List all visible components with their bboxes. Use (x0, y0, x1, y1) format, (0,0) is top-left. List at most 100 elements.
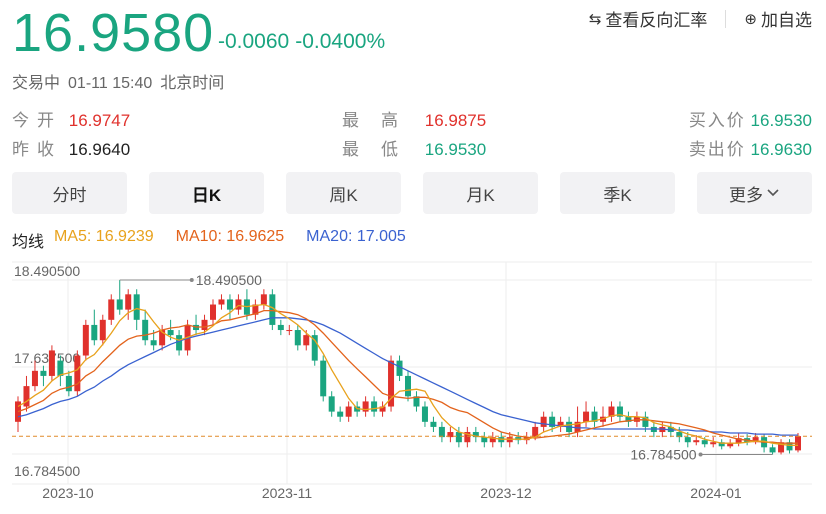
candle-body (82, 324, 89, 356)
candle-body (320, 360, 327, 397)
buy-label: 买入价 (688, 111, 746, 130)
candle-body (396, 360, 403, 376)
candles (15, 280, 801, 455)
candle-body (769, 447, 776, 453)
candle (405, 370, 411, 402)
tab-daily-k[interactable]: 日K (149, 172, 264, 214)
candle-body (778, 442, 785, 453)
candle (455, 426, 462, 448)
prev-close-label: 昨收 (12, 140, 62, 159)
reverse-rate-button[interactable]: ⇆ 查看反向汇率 (589, 6, 708, 31)
candle-body (277, 324, 284, 331)
candle-body (48, 350, 55, 376)
candle (438, 421, 445, 443)
candle-body (464, 432, 471, 443)
min-annotation-dot (698, 452, 703, 457)
candle-body (23, 386, 30, 407)
x-tick-label: 2023-10 (42, 485, 94, 501)
candle (142, 309, 149, 346)
candle (769, 444, 776, 455)
prev-close-row: 昨收 16.9640 (12, 135, 130, 160)
candle-body (583, 411, 590, 422)
ma5-line (17, 303, 798, 446)
candle (82, 319, 89, 361)
tab-intraday[interactable]: 分时 (12, 172, 127, 214)
candle-body (727, 443, 734, 447)
candle (320, 355, 327, 402)
candle-body (294, 330, 301, 346)
candle (625, 411, 632, 427)
header-actions: ⇆ 查看反向汇率 ⊕ 加自选 (589, 6, 812, 31)
x-tick-label: 2023-12 (480, 485, 532, 501)
candle (693, 435, 700, 446)
candlestick-chart[interactable]: 18.490500 17.637500 16.784500 2023-10 2023-1… (0, 254, 826, 514)
candle (252, 299, 259, 320)
ma20-line (17, 317, 798, 436)
candle-body (379, 406, 386, 412)
tab-weekly-k[interactable]: 周K (286, 172, 401, 214)
candle-body (591, 411, 598, 422)
candle-body (642, 416, 649, 427)
candle (91, 309, 98, 346)
candle (472, 426, 479, 443)
candle (557, 416, 564, 433)
candle-body (549, 416, 556, 427)
candle-body (57, 360, 64, 376)
candle (328, 391, 335, 417)
tab-more-label: 更多 (729, 185, 763, 205)
candle-body (405, 375, 411, 397)
ma10-line (17, 309, 798, 444)
divider (725, 9, 727, 28)
ma-lines (17, 303, 798, 446)
candle (176, 330, 183, 356)
candle-body (481, 437, 488, 443)
ma-legend: 均线 MA5: 16.9239 MA10: 16.9625 MA20: 17.0… (12, 228, 406, 252)
candle-body (371, 401, 378, 412)
add-watchlist-button[interactable]: ⊕ 加自选 (744, 6, 812, 31)
tab-more[interactable]: 更多 (697, 172, 812, 214)
candle-body (159, 330, 166, 346)
change-value: -0.0060 (218, 30, 290, 53)
max-annotation-dot (189, 278, 194, 283)
candle (388, 355, 395, 412)
min-annotation-label: 16.784500 (630, 446, 696, 462)
low-label: 最低 (342, 140, 420, 159)
candle (371, 396, 378, 417)
ma10-value: MA10: 16.9625 (175, 228, 285, 245)
tab-quarterly-k[interactable]: 季K (560, 172, 675, 214)
candle (116, 280, 123, 315)
chevron-down-icon (767, 189, 779, 197)
candle-body (40, 370, 47, 376)
candle-body (31, 370, 38, 387)
candle (311, 330, 318, 366)
candle-body (438, 426, 445, 438)
candle-body (235, 299, 242, 310)
candle-body (218, 299, 225, 305)
candle-body (455, 432, 462, 443)
high-value: 16.9875 (424, 111, 487, 130)
candle-body (176, 335, 183, 351)
candle (235, 294, 242, 315)
x-tick-label: 2024-01 (690, 485, 742, 501)
candle-body (574, 421, 581, 433)
tab-monthly-k[interactable]: 月K (423, 172, 538, 214)
candle (583, 401, 590, 427)
candle-body (786, 442, 793, 451)
candle-body (210, 304, 216, 320)
swap-icon: ⇆ (588, 10, 602, 28)
candle-body (735, 438, 742, 444)
candle (269, 289, 276, 331)
candle-body (718, 442, 725, 447)
candle-body (252, 304, 259, 315)
candle-body (345, 406, 352, 417)
candle (710, 437, 717, 448)
candle-body (337, 411, 344, 417)
candle (718, 439, 725, 450)
candle-body (625, 416, 632, 422)
candle (600, 406, 606, 427)
candle (362, 396, 369, 417)
candle (540, 411, 547, 433)
candle (277, 319, 284, 336)
buy-value: 16.9530 (750, 111, 812, 130)
candle (778, 439, 785, 455)
